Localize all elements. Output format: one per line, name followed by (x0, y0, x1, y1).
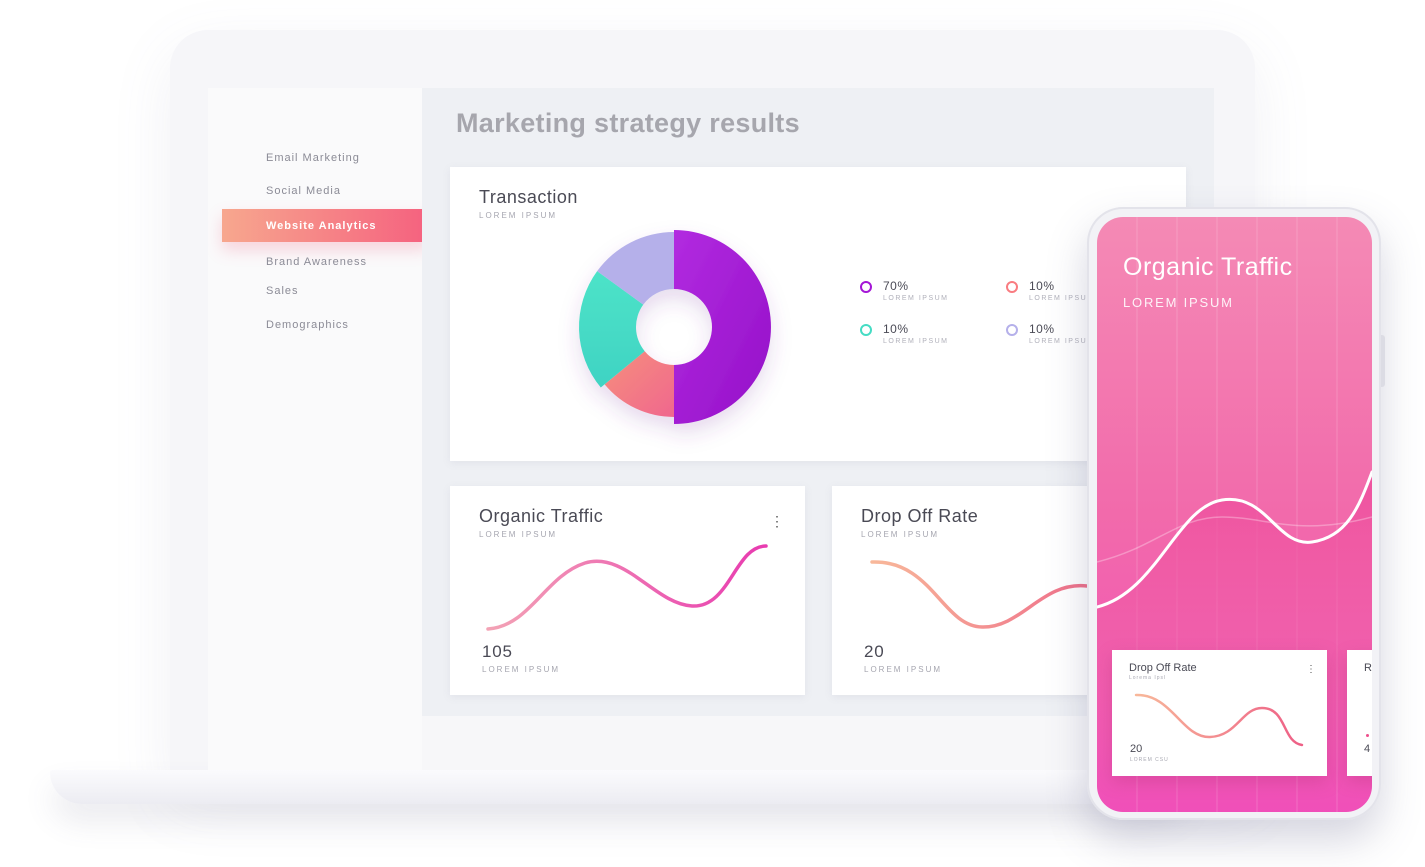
sidebar-item-sales[interactable]: Sales (266, 285, 299, 297)
legend-value: 10% (1029, 322, 1055, 336)
donut-slice (597, 232, 674, 305)
phone-drop-off-sparkline (1134, 693, 1304, 747)
phone-subtitle: LOREM IPSUM (1123, 295, 1234, 310)
legend-ring-icon (860, 324, 872, 336)
page-title: Marketing strategy results (456, 108, 800, 138)
legend-value: 10% (883, 322, 909, 336)
donut-slice (604, 351, 674, 417)
metric-label: LOREM IPSUM (864, 665, 943, 674)
legend-label: LOREM IPSUM (1029, 295, 1095, 302)
card-title: Transaction (479, 187, 578, 207)
main-content: Marketing strategy results Transaction L… (422, 88, 1214, 716)
donut-slice (674, 230, 771, 424)
laptop-base (50, 770, 1190, 804)
phone-screen: Organic Traffic LOREM IPSUM Drop Off Rat… (1097, 217, 1372, 812)
card-subtitle: Lorema Ipsl (1129, 675, 1167, 681)
legend-label: LOREM IPSUM (883, 338, 949, 345)
legend-ring-icon (860, 281, 872, 293)
metric-label: LOREM IPSUM (482, 665, 561, 674)
card-subtitle: LOREM IPSUM (479, 530, 558, 539)
kebab-icon[interactable]: ⋮ (770, 513, 784, 529)
card-title: Drop Off Rate (861, 506, 979, 526)
legend-label: LOREM IPSUM (883, 295, 949, 302)
metric-label: LOREM CSU (1130, 757, 1169, 763)
metric-value: 4 (1364, 743, 1371, 755)
sidebar-item-demographics[interactable]: Demographics (266, 319, 349, 331)
legend-label: LOREM IPSUM (1029, 338, 1095, 345)
phone-title: Organic Traffic (1123, 253, 1293, 281)
legend-ring-icon (1006, 281, 1018, 293)
organic-traffic-card: Organic Traffic LOREM IPSUM ⋮ 105 LOREM … (450, 486, 805, 695)
card-title: Organic Traffic (479, 506, 604, 526)
phone-secondary-card[interactable]: R 4 (1347, 650, 1372, 776)
sidebar-item-social-media[interactable]: Social Media (266, 185, 341, 197)
phone-side-button (1381, 335, 1385, 387)
card-subtitle: LOREM IPSUM (861, 530, 940, 539)
sidebar-item-label: Website Analytics (266, 220, 377, 232)
sidebar: Email Marketing Social Media Website Ana… (208, 88, 429, 770)
card-title: Drop Off Rate (1129, 662, 1197, 674)
donut-chart (579, 230, 771, 424)
marker-dot (1366, 734, 1369, 737)
legend-value: 10% (1029, 279, 1055, 293)
legend-ring-icon (1006, 324, 1018, 336)
metric-value: 20 (1130, 743, 1143, 755)
kebab-icon[interactable]: ⋮ (1306, 664, 1316, 675)
legend-value: 70% (883, 279, 909, 293)
metric-value: 105 (482, 642, 513, 661)
card-title: R (1364, 662, 1372, 674)
card-subtitle: LOREM IPSUM (479, 211, 558, 220)
phone-drop-off-card[interactable]: Drop Off Rate Lorema Ipsl ⋮ 20 LOREM CSU (1112, 650, 1327, 776)
metric-value: 20 (864, 642, 885, 661)
sidebar-item-website-analytics[interactable]: Website Analytics (222, 209, 429, 242)
sidebar-item-email-marketing[interactable]: Email Marketing (266, 152, 360, 164)
drop-off-sparkline (870, 560, 1089, 629)
donut-slice (579, 271, 645, 388)
dashboard-screen: Email Marketing Social Media Website Ana… (208, 88, 1214, 770)
sidebar-item-brand-awareness[interactable]: Brand Awareness (266, 256, 368, 268)
transaction-card: Transaction LOREM IPSUM (450, 167, 1186, 461)
organic-traffic-sparkline (486, 544, 768, 631)
